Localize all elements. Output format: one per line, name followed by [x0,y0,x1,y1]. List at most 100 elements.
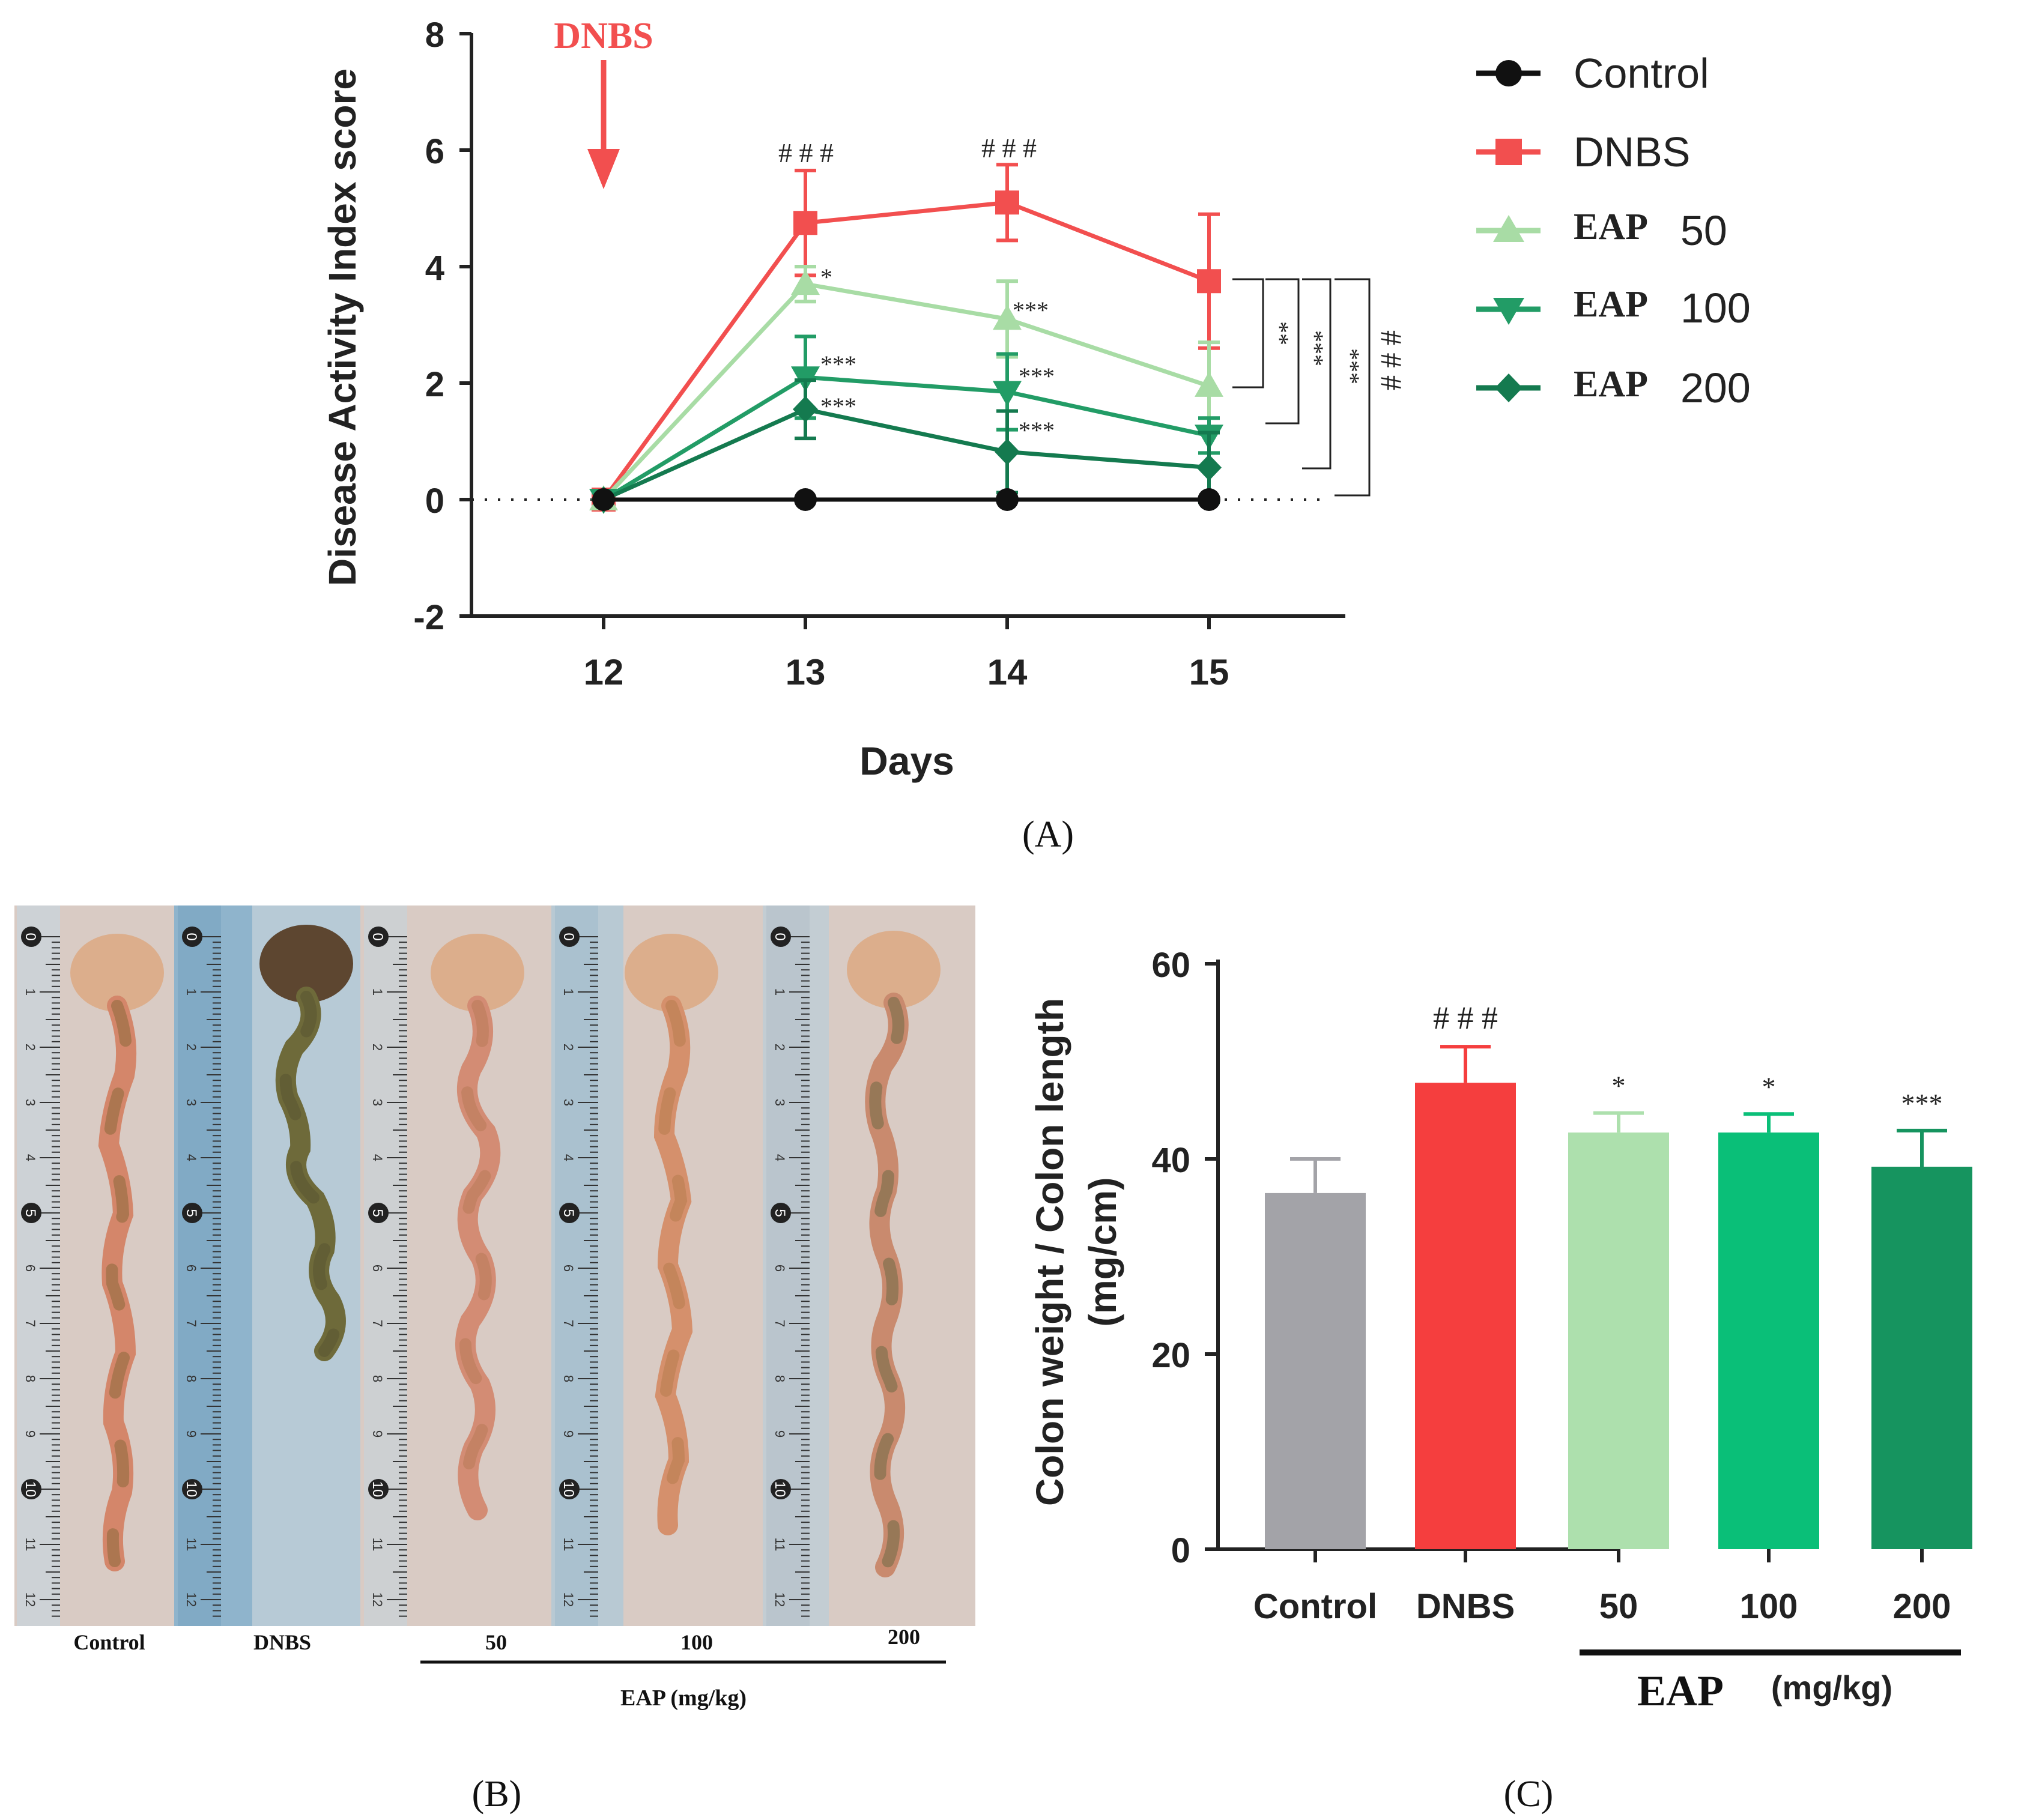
a-star-d13-eap100: *** [820,351,856,378]
legend-label-eap50: 50 [1680,207,1727,254]
a-bracket-label-eap100: *** [1301,330,1329,366]
b-ruler-number: 5 [369,1209,386,1217]
b-ruler-number: 4 [184,1154,199,1161]
c-bar [1415,1083,1516,1549]
a-series-eap-50 [589,265,1223,510]
b-colon-control [70,934,164,1571]
a-data-point [592,488,615,511]
a-data-point [791,270,820,295]
b-ruler-number: 12 [184,1592,199,1607]
b-ruler-number: 8 [184,1375,199,1382]
a-bracket-label-control: # # # [1375,330,1408,390]
panel-b: 0123456789101112012345678910111201234567… [14,905,975,1815]
legend-eap-prefix-200: EAP [1574,364,1648,405]
b-ruler-number: 9 [561,1430,576,1438]
b-colon-specimens [70,925,941,1577]
c-y-axis-unit: (mg/cm) [1081,1178,1124,1327]
a-bracket-label-eap50: ** [1267,321,1294,345]
b-colon-dnbs [259,925,353,1361]
a-bracket-eap50 [1232,278,1264,388]
a-hash-day13: # # # [778,138,834,168]
b-ruler-number: 2 [370,1044,385,1051]
b-ruler-number: 11 [370,1538,385,1552]
b-ruler-number: 12 [772,1592,787,1607]
a-x-tick-label: 13 [786,652,826,692]
b-ruler-number: 9 [772,1430,787,1438]
b-ruler-number: 3 [184,1099,199,1106]
b-ruler-number: 11 [184,1538,199,1552]
a-x-axis-label: Days [859,739,954,783]
b-ruler-number: 4 [772,1154,787,1161]
b-ruler-major-dot [559,1203,580,1223]
legend-marker-control [1495,60,1522,86]
a-dnbs-arrow-head [587,149,620,189]
b-label-control: Control [73,1630,145,1654]
a-data-point [996,488,1019,511]
b-colon-content [658,1000,689,1531]
b-group-label: EAP (mg/kg) [620,1685,747,1711]
a-data-point [995,438,1020,465]
c-y-tick-label: 20 [1151,1336,1190,1375]
c-bar-group-200: 200 *** [1871,1088,1972,1626]
a-series-line [602,407,1210,502]
b-ruler-major-dot [21,927,41,947]
a-data-point [794,488,817,511]
a-y-axis-label: Disease Activity Index score [321,68,364,586]
b-ruler-number: 6 [561,1265,576,1272]
b-ruler-major-dot [21,1479,41,1499]
b-colon-cecum [431,934,524,1012]
b-label-100: 100 [680,1630,713,1654]
b-ruler-number: 2 [772,1044,787,1051]
b-ruler-number: 6 [772,1265,787,1272]
a-star-d14-eap50: *** [1013,297,1049,324]
b-ruler-number: 4 [561,1154,576,1161]
a-data-point [1196,454,1222,481]
panel-c: 0 20 40 60 Control DNBS # # # 50 * 100 * 200 *** Co… [1028,946,1972,1815]
caption-b: (B) [472,1774,522,1815]
legend-label-eap200: 200 [1680,364,1751,411]
legend-marker-eap100 [1493,298,1524,325]
b-label-200: 200 [888,1625,920,1649]
b-colon-content [459,1000,497,1516]
legend-label-eap100: 100 [1680,285,1751,331]
b-ruler-number: 0 [369,933,386,940]
caption-c: (C) [1504,1774,1554,1815]
b-ruler-number: 0 [22,933,38,940]
c-x-tick-label: Control [1253,1587,1377,1626]
b-ruler-major-dot [771,927,791,947]
b-ruler-major-dot [771,1479,791,1499]
c-bar [1718,1132,1819,1549]
c-significance-label: # # # [1433,1000,1498,1036]
c-y-tick-label: 40 [1151,1141,1190,1180]
b-ruler-number: 3 [772,1099,787,1106]
b-ruler-number: 4 [23,1154,38,1161]
b-ruler-major-dot [771,1203,791,1223]
c-x-tick-label: 50 [1599,1587,1638,1626]
b-ruler-number: 12 [561,1592,576,1607]
b-ruler-number: 4 [370,1154,385,1161]
c-group-unit: (mg/kg) [1771,1669,1892,1707]
b-ruler-number: 3 [370,1099,385,1106]
b-ruler-major-dot [559,927,580,947]
a-series-line [602,200,1210,501]
b-ruler-major-dot [368,927,389,947]
c-significance-label: *** [1901,1088,1943,1119]
b-ruler-number: 8 [370,1375,385,1382]
a-data-point [995,190,1019,215]
b-ruler-number: 6 [370,1265,385,1272]
b-colon-content [869,997,904,1573]
b-ruler-major-dot [368,1479,389,1499]
b-colon-cecum [70,934,164,1012]
legend-eap-prefix-100: EAP [1574,284,1648,325]
b-ruler-number: 11 [561,1538,576,1552]
b-ruler-number: 10 [369,1481,386,1498]
a-star-d13-eap200: *** [820,393,856,420]
a-bracket-label-eap200: *** [1338,348,1365,384]
c-bar [1265,1193,1366,1549]
a-x-tick-label: 12 [584,652,624,692]
a-series-group [589,163,1223,514]
